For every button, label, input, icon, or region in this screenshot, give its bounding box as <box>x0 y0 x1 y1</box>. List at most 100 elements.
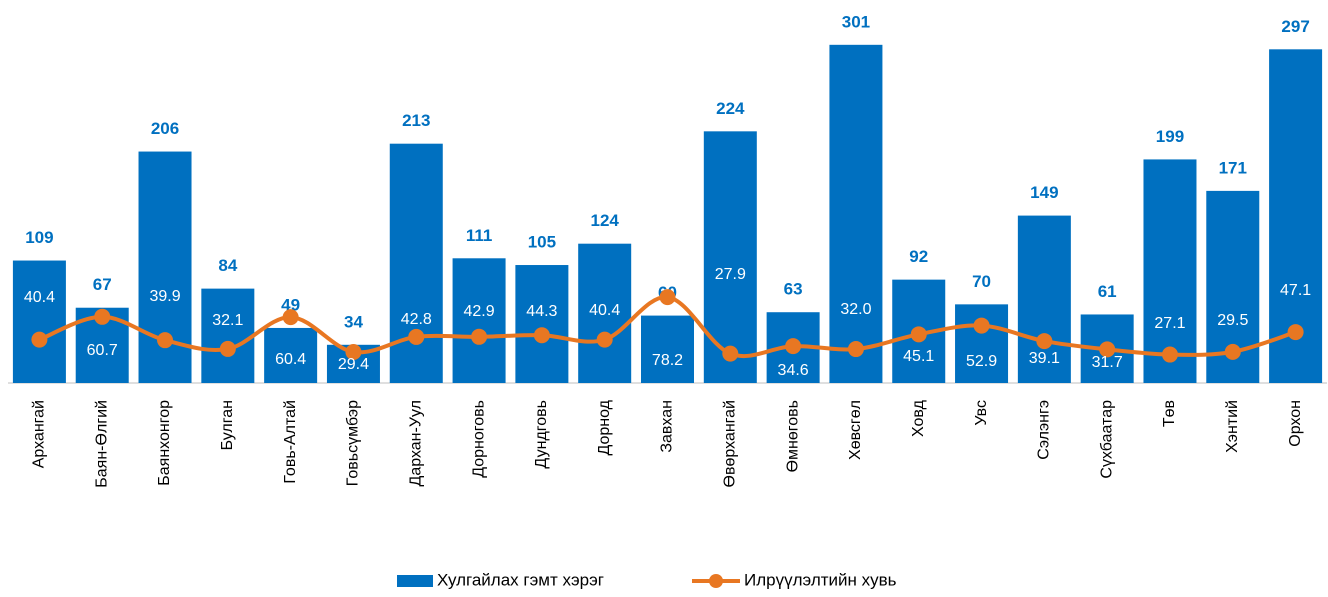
bar-value-label: 206 <box>151 119 179 138</box>
x-tick-label: Хэнтий <box>1224 400 1241 453</box>
legend-label: Илрүүлэлтийн хувь <box>744 570 897 589</box>
line-value-label: 39.1 <box>1029 350 1060 367</box>
bar-value-label: 84 <box>218 256 237 275</box>
x-tick-label: Сүхбаатар <box>1098 400 1115 479</box>
bar <box>578 243 632 383</box>
bar <box>955 304 1009 383</box>
line-value-label: 60.4 <box>275 351 306 368</box>
line-value-label: 29.4 <box>338 356 369 373</box>
line-value-label: 34.6 <box>778 362 809 379</box>
bar-value-label: 63 <box>784 280 803 299</box>
legend-swatch <box>709 574 723 588</box>
x-tick-label: Ховд <box>910 399 927 437</box>
line-value-label: 78.2 <box>652 352 683 369</box>
bar <box>1143 159 1197 383</box>
line-value-label: 27.9 <box>715 266 746 283</box>
x-tick-label: Дорнод <box>596 399 613 455</box>
bar <box>515 265 569 383</box>
x-tick-label: Орхон <box>1287 400 1304 447</box>
bar-value-label: 70 <box>972 272 991 291</box>
bar-value-label: 199 <box>1156 127 1184 146</box>
line-marker <box>1224 343 1241 360</box>
bar-value-label: 61 <box>1098 282 1117 301</box>
line-value-label: 44.3 <box>526 303 557 320</box>
line-marker <box>596 331 613 348</box>
line-value-label: 52.9 <box>966 353 997 370</box>
x-tick-label: Хөвсгөл <box>847 400 864 460</box>
line-value-label: 40.4 <box>589 302 620 319</box>
line-marker <box>973 317 990 334</box>
x-tick-label: Говьсүмбэр <box>345 400 362 486</box>
line-value-label: 32.1 <box>212 312 243 329</box>
x-tick-label: Өвөрхангай <box>722 400 739 487</box>
line-value-label: 47.1 <box>1280 282 1311 299</box>
x-tick-label: Увс <box>973 400 990 426</box>
line-marker <box>910 326 927 343</box>
bar-value-label: 34 <box>344 312 363 331</box>
bar-value-label: 297 <box>1281 17 1309 36</box>
line-marker <box>31 331 48 348</box>
bar-value-label: 224 <box>716 99 745 118</box>
bar-value-label: 109 <box>25 228 53 247</box>
legend-swatch <box>397 575 433 587</box>
line-marker <box>1161 346 1178 363</box>
line-marker <box>282 309 299 326</box>
bar-value-label: 67 <box>93 275 112 294</box>
bar <box>12 260 66 383</box>
x-tick-label: Булган <box>219 400 236 450</box>
line-value-label: 42.8 <box>401 311 432 328</box>
bar <box>703 131 757 383</box>
legend-label: Хулгайлах гэмт хэрэг <box>437 570 604 589</box>
line-value-label: 32.0 <box>840 301 871 318</box>
line-marker <box>1287 324 1304 341</box>
bar <box>452 258 506 383</box>
bar <box>138 151 192 383</box>
line-value-label: 40.4 <box>24 289 55 306</box>
bar-value-label: 213 <box>402 111 430 130</box>
x-tick-label: Дархан-Уул <box>407 400 424 486</box>
bar-value-label: 301 <box>842 12 870 31</box>
bar <box>1017 215 1071 383</box>
line-value-label: 42.9 <box>464 303 495 320</box>
bar-value-label: 105 <box>528 233 556 252</box>
line-marker <box>219 340 236 357</box>
x-tick-label: Дундговь <box>533 400 550 469</box>
line-marker <box>94 308 111 325</box>
line-marker <box>722 345 739 362</box>
x-tick-label: Баян-Өлгий <box>93 400 110 488</box>
line-value-label: 60.7 <box>87 342 118 359</box>
bar-value-label: 171 <box>1219 158 1247 177</box>
line-marker <box>157 332 174 349</box>
line-marker <box>471 328 488 345</box>
line-marker <box>408 328 425 345</box>
bar-value-label: 124 <box>591 211 620 230</box>
line-marker <box>345 343 362 360</box>
bar <box>264 327 318 383</box>
x-tick-label: Төв <box>1161 400 1178 427</box>
line-marker <box>659 289 676 306</box>
x-tick-label: Дорноговь <box>470 400 487 478</box>
line-marker <box>1099 341 1116 358</box>
bar-value-label: 111 <box>466 226 493 245</box>
line-marker <box>847 341 864 358</box>
x-tick-label: Өмнөговь <box>784 400 801 472</box>
x-tick-label: Архангай <box>31 400 48 468</box>
bar <box>201 288 255 383</box>
bar <box>389 143 443 383</box>
x-tick-label: Завхан <box>659 400 676 453</box>
x-tick-label: Сэлэнгэ <box>1036 400 1053 460</box>
bar-value-label: 92 <box>909 247 928 266</box>
line-marker <box>785 338 802 355</box>
line-marker <box>1036 333 1053 350</box>
bar <box>829 44 883 383</box>
bar <box>641 315 694 383</box>
line-value-label: 31.7 <box>1092 354 1123 371</box>
line-value-label: 39.9 <box>149 288 180 305</box>
bar-value-label: 149 <box>1030 183 1058 202</box>
line-value-label: 29.5 <box>1217 312 1248 329</box>
x-tick-label: Говь-Алтай <box>282 400 299 484</box>
bar-value-label: 49 <box>281 295 300 314</box>
x-tick-label: Баянхонгор <box>156 400 173 486</box>
line-marker <box>533 327 550 344</box>
